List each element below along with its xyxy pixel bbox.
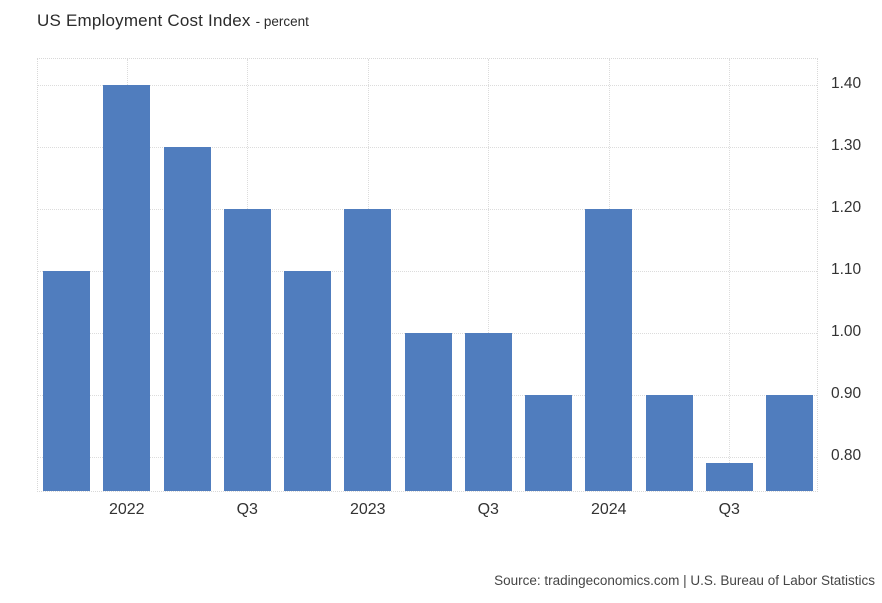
bar-9[interactable]: [585, 208, 633, 491]
chart-header: US Employment Cost Index - percent: [37, 11, 309, 31]
y-axis: 1.40 1.30 1.20 1.10 1.00 0.90 0.80: [831, 58, 881, 492]
bar-11[interactable]: [705, 463, 753, 491]
y-axis-tick-label: 0.80: [831, 446, 862, 464]
bar-10[interactable]: [645, 394, 693, 491]
x-axis-tick-label: 2023: [349, 501, 386, 518]
bar-7[interactable]: [464, 332, 512, 491]
bar-8[interactable]: [525, 394, 572, 491]
bar-12[interactable]: [766, 394, 813, 491]
y-axis-tick-label: 1.40: [831, 74, 862, 92]
horizontal-gridline: [38, 208, 817, 210]
source-attribution: Source: tradingeconomics.com | U.S. Bure…: [494, 573, 875, 588]
y-axis-tick-label: 1.00: [831, 322, 862, 340]
chart-subtitle: - percent: [255, 14, 309, 29]
y-axis-tick-label: 1.10: [831, 260, 862, 278]
horizontal-gridline: [38, 84, 817, 86]
vertical-gridline: [488, 59, 490, 491]
x-axis-tick-label: Q3: [477, 501, 499, 518]
x-axis-tick-label: 2024: [590, 501, 627, 518]
x-axis: 2022 Q3 2023 Q3 2024 Q3: [37, 501, 818, 523]
bar-6[interactable]: [404, 332, 452, 491]
bar-3[interactable]: [223, 208, 271, 491]
vertical-gridline: [729, 59, 731, 491]
x-axis-tick-label: Q3: [718, 501, 740, 518]
y-axis-tick-label: 1.30: [831, 136, 862, 154]
chart-title: US Employment Cost Index: [37, 11, 251, 30]
plot-area: [37, 58, 818, 492]
x-axis-tick-label: 2022: [108, 501, 145, 518]
horizontal-gridline: [38, 270, 817, 272]
y-axis-tick-label: 0.90: [831, 384, 862, 402]
bar-4[interactable]: [284, 270, 331, 491]
bar-0[interactable]: [43, 270, 90, 491]
horizontal-gridline: [38, 146, 817, 148]
x-axis-tick-label: Q3: [236, 501, 258, 518]
bar-1[interactable]: [103, 84, 151, 491]
y-axis-tick-label: 1.20: [831, 198, 862, 216]
bar-5[interactable]: [344, 208, 392, 491]
bar-2[interactable]: [163, 146, 211, 491]
